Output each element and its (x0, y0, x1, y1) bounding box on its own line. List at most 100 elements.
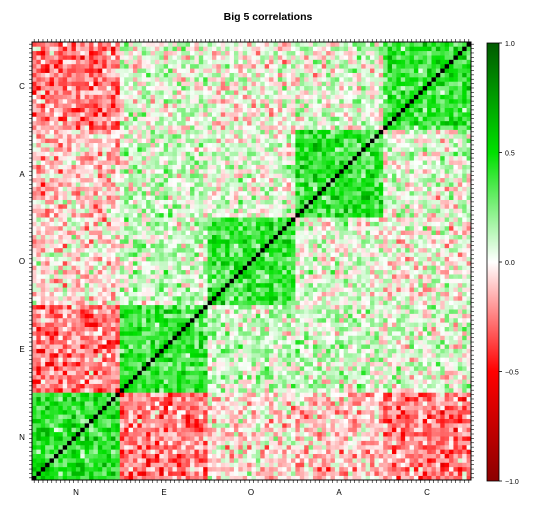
heatmap-cell (146, 147, 151, 152)
heatmap-cell (181, 68, 186, 73)
heatmap-cell (45, 287, 50, 292)
heatmap-cell (216, 471, 222, 476)
heatmap-cell (67, 309, 72, 314)
heatmap-cell (216, 182, 222, 187)
heatmap-cell (190, 383, 195, 389)
heatmap-cell (132, 453, 138, 459)
heatmap-cell (141, 190, 147, 196)
heatmap-cell (176, 46, 182, 52)
heatmap-cell (40, 300, 46, 306)
heatmap-cell (238, 401, 244, 406)
heatmap-cell (172, 287, 178, 292)
heatmap-cell (53, 63, 59, 69)
heatmap-cell (32, 431, 37, 437)
heatmap-cell (203, 147, 208, 152)
heatmap-cell (124, 388, 129, 393)
heatmap-cell (216, 414, 222, 419)
heatmap-cell (97, 458, 103, 463)
heatmap-cell (203, 396, 208, 402)
heatmap-cell (146, 322, 151, 327)
heatmap-cell (190, 361, 195, 367)
heatmap-cell (190, 444, 195, 450)
heatmap-cell (45, 374, 50, 380)
heatmap-cell (89, 199, 94, 205)
heatmap-cell (238, 339, 244, 345)
heatmap-cell (89, 427, 94, 433)
heatmap-cell (58, 388, 64, 393)
heatmap-cell (124, 68, 129, 73)
heatmap-cell (150, 418, 156, 424)
heatmap-cell (67, 151, 72, 157)
heatmap-cell (198, 160, 204, 165)
heatmap-cell (159, 458, 164, 463)
heatmap-cell (53, 374, 59, 380)
heatmap-cell (216, 361, 222, 367)
heatmap-cell (194, 256, 200, 262)
heatmap-cell (172, 72, 178, 78)
heatmap-cell (36, 120, 42, 126)
heatmap-cell (216, 147, 222, 152)
heatmap-cell (190, 357, 195, 363)
heatmap-cell (119, 68, 125, 73)
heatmap-cell (67, 344, 72, 349)
heatmap-cell (32, 423, 37, 428)
heatmap-cell (238, 379, 244, 384)
heatmap-cell (132, 147, 138, 152)
heatmap-cell (163, 466, 169, 472)
heatmap-cell (32, 453, 37, 459)
heatmap-cell (194, 252, 200, 257)
heatmap-cell (225, 120, 230, 126)
heatmap-cell (168, 112, 173, 117)
heatmap-cell (115, 278, 121, 284)
heatmap-cell (102, 77, 107, 82)
heatmap-cell (71, 147, 77, 152)
heatmap-cell (163, 77, 169, 82)
heatmap-cell (115, 427, 121, 433)
heatmap-cell (102, 466, 107, 472)
heatmap-cell (128, 72, 134, 78)
heatmap-cell (106, 344, 112, 349)
heatmap-cell (49, 46, 55, 52)
heatmap-cell (146, 112, 151, 117)
heatmap-cell (141, 326, 147, 332)
diagonal-cell (229, 278, 235, 284)
heatmap-cell (216, 234, 222, 240)
heatmap-cell (181, 217, 186, 222)
heatmap-cell (137, 160, 143, 165)
heatmap-cell (185, 90, 191, 95)
heatmap-cell (93, 173, 99, 179)
heatmap-cell (67, 475, 72, 481)
heatmap-cell (132, 352, 138, 358)
heatmap-cell (229, 103, 235, 108)
heatmap-cell (93, 199, 99, 205)
heatmap-cell (198, 317, 204, 323)
heatmap-cell (181, 392, 186, 398)
heatmap-cell (190, 449, 195, 455)
heatmap-cell (102, 462, 107, 468)
heatmap-cell (172, 388, 178, 393)
heatmap-cell (242, 453, 248, 459)
heatmap-cell (150, 169, 156, 174)
heatmap-cell (247, 221, 252, 227)
heatmap-cell (198, 453, 204, 459)
heatmap-cell (233, 300, 239, 306)
heatmap-cell (216, 256, 222, 262)
heatmap-cell (84, 401, 90, 406)
heatmap-cell (119, 466, 125, 472)
heatmap-cell (106, 90, 112, 95)
heatmap-cell (106, 133, 112, 139)
heatmap-cell (247, 230, 252, 236)
heatmap-cell (45, 261, 50, 266)
heatmap-cell (216, 230, 222, 236)
heatmap-cell (32, 59, 37, 65)
heatmap-cell (124, 199, 129, 205)
heatmap-cell (128, 186, 134, 192)
heatmap-cell (181, 300, 186, 306)
heatmap-cell (119, 59, 125, 65)
heatmap-cell (97, 125, 103, 130)
heatmap-cell (168, 81, 173, 87)
heatmap-cell (198, 274, 204, 279)
heatmap-cell (233, 94, 239, 100)
heatmap-cell (176, 182, 182, 187)
heatmap-cell (168, 212, 173, 218)
